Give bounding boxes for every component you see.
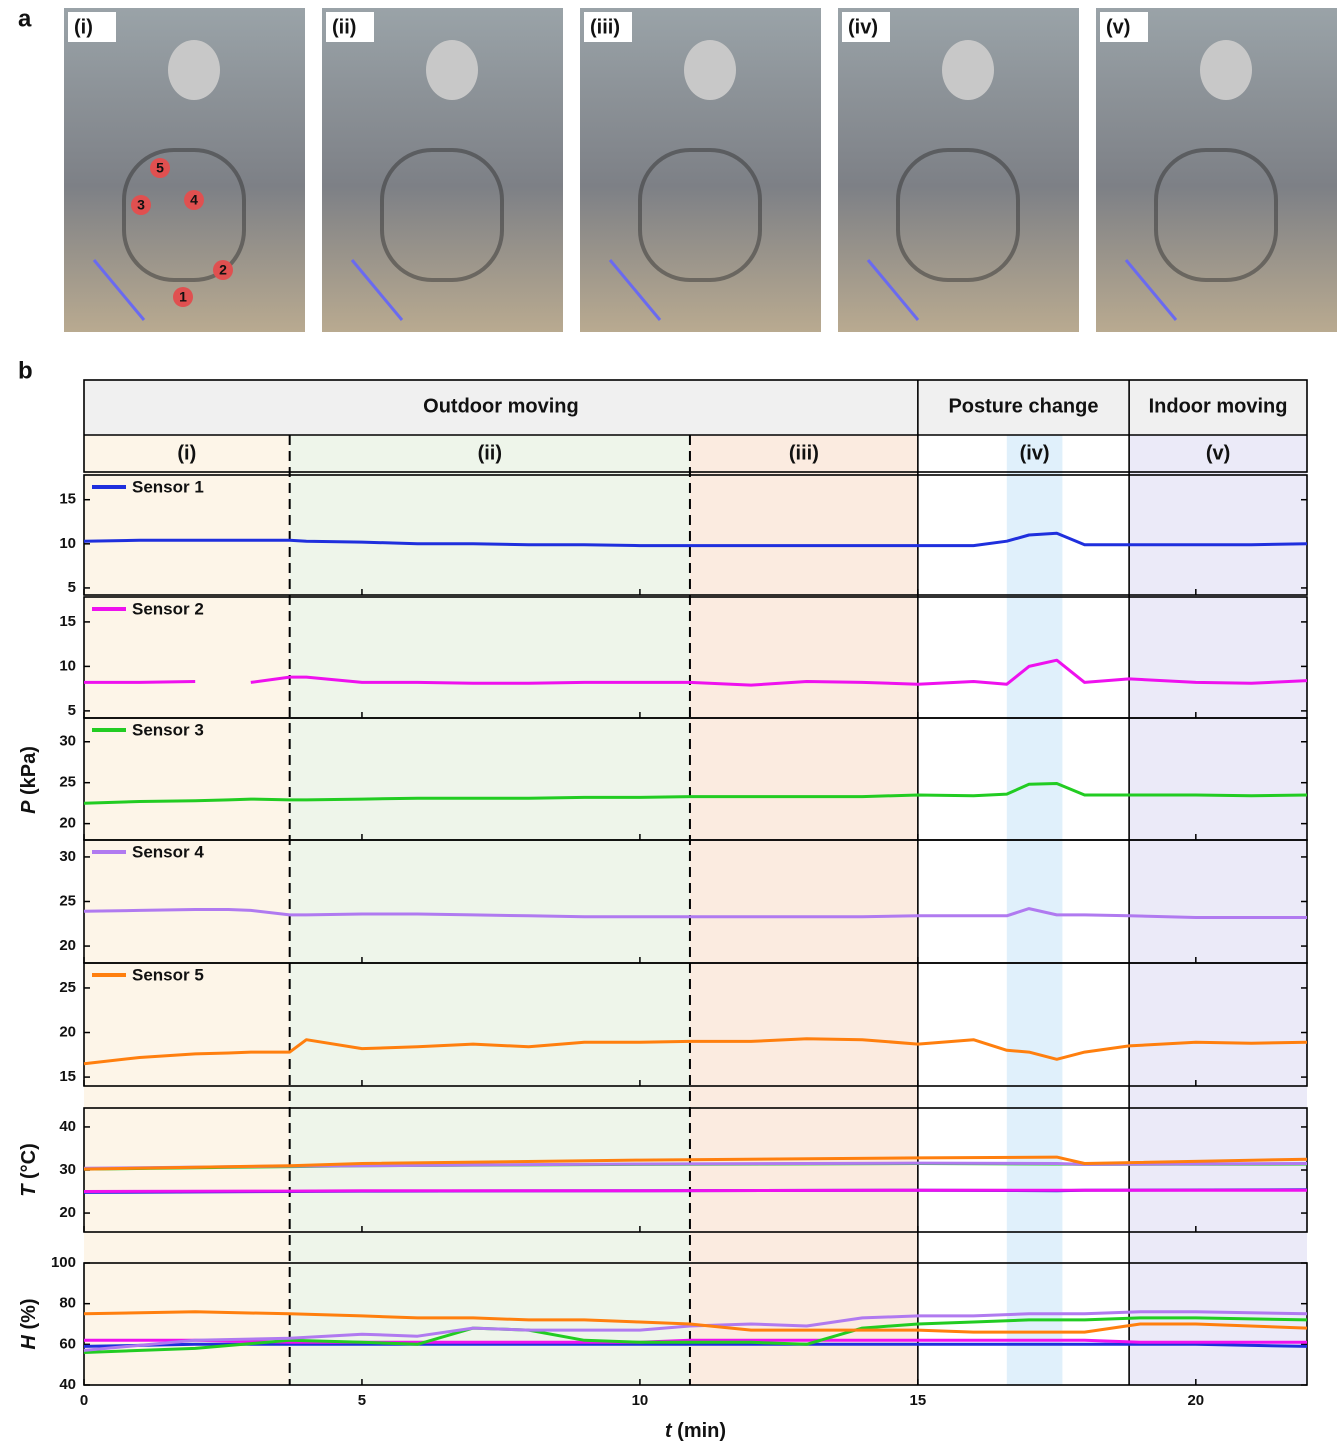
sensor-marker-label: 2 xyxy=(219,262,227,278)
x-tick-label: 0 xyxy=(80,1392,88,1409)
y-tick-label: 5 xyxy=(68,579,76,596)
x-tick-label: 20 xyxy=(1187,1392,1204,1409)
sensor-marker-label: 4 xyxy=(190,192,198,208)
y-tick-label: 15 xyxy=(59,1068,76,1085)
photo-label: (i) xyxy=(74,16,93,38)
phase-bands xyxy=(84,380,1307,1385)
sensor-marker-label: 5 xyxy=(156,160,164,176)
y-axis-symbol: H xyxy=(18,1335,40,1350)
photo-row: (i) (ii) (iii) (iv) (v) 1 2 3 4 5 xyxy=(64,8,1337,332)
figure: (i)(ii)(iii)(iv)(v)12345 ab(i)(ii)(iii)(… xyxy=(0,0,1343,1446)
y-axis-symbol: T xyxy=(18,1183,40,1197)
y-axis-label: T (°C) xyxy=(18,1143,40,1197)
y-axis-label: P (kPa) xyxy=(18,746,40,814)
panel-label: a xyxy=(18,5,32,32)
face-blur xyxy=(1200,40,1252,100)
series-line xyxy=(84,1190,1307,1191)
y-axis-label: H (%) xyxy=(18,1298,40,1349)
y-tick-label: 25 xyxy=(59,892,76,909)
x-tick-label: 10 xyxy=(632,1392,649,1409)
photo-label: (ii) xyxy=(332,16,356,38)
y-axis-unit: (°C) xyxy=(18,1143,40,1179)
y-tick-label: 40 xyxy=(59,1376,76,1393)
y-tick-label: 10 xyxy=(59,535,76,552)
sensor-marker-label: 3 xyxy=(137,197,145,213)
y-tick-label: 60 xyxy=(59,1335,76,1352)
y-tick-label: 10 xyxy=(59,657,76,674)
face-blur xyxy=(168,40,220,100)
x-axis-symbol: t xyxy=(665,1420,673,1442)
y-tick-label: 20 xyxy=(59,937,76,954)
photo-label: (iii) xyxy=(590,16,620,38)
group-label: Indoor moving xyxy=(1149,395,1288,417)
face-blur xyxy=(684,40,736,100)
y-axis-unit: (kPa) xyxy=(18,746,40,795)
photo-label: (iv) xyxy=(848,16,878,38)
y-tick-label: 25 xyxy=(59,774,76,791)
x-axis-unit: (min) xyxy=(677,1420,726,1442)
phase-label: (v) xyxy=(1206,442,1230,464)
y-tick-label: 30 xyxy=(59,733,76,750)
phase-label: (iv) xyxy=(1020,442,1050,464)
face-blur xyxy=(942,40,994,100)
y-tick-label: 15 xyxy=(59,613,76,630)
legend-label: Sensor 5 xyxy=(132,965,204,984)
x-tick-label: 15 xyxy=(910,1392,927,1409)
x-tick-label: 5 xyxy=(358,1392,366,1409)
y-tick-label: 5 xyxy=(68,702,76,719)
y-axis-unit: (%) xyxy=(18,1298,40,1329)
y-tick-label: 30 xyxy=(59,1161,76,1178)
face-blur xyxy=(426,40,478,100)
photo-label: (v) xyxy=(1106,16,1130,38)
phase-label: (ii) xyxy=(478,442,502,464)
group-header-bg xyxy=(84,380,1307,435)
x-axis-label: t (min) xyxy=(665,1420,726,1442)
phase-label: (i) xyxy=(177,442,196,464)
y-tick-label: 80 xyxy=(59,1295,76,1312)
y-tick-label: 20 xyxy=(59,815,76,832)
panel-label: b xyxy=(18,357,33,384)
y-tick-label: 40 xyxy=(59,1118,76,1135)
legend-label: Sensor 1 xyxy=(132,477,204,496)
y-tick-label: 15 xyxy=(59,491,76,508)
sensor-marker-label: 1 xyxy=(179,289,187,305)
legend-label: Sensor 3 xyxy=(132,720,204,739)
y-tick-label: 100 xyxy=(51,1254,76,1271)
phase-band xyxy=(1129,435,1307,1385)
group-label: Posture change xyxy=(948,395,1098,417)
phase-band xyxy=(690,435,918,1385)
y-tick-label: 20 xyxy=(59,1023,76,1040)
y-tick-label: 30 xyxy=(59,848,76,865)
phase-label: (iii) xyxy=(789,442,819,464)
legend-label: Sensor 2 xyxy=(132,599,204,618)
y-tick-label: 25 xyxy=(59,979,76,996)
group-label: Outdoor moving xyxy=(423,395,579,417)
phase-band xyxy=(290,435,690,1385)
y-axis-symbol: P xyxy=(18,800,40,814)
legend-label: Sensor 4 xyxy=(132,842,204,861)
y-tick-label: 20 xyxy=(59,1204,76,1221)
